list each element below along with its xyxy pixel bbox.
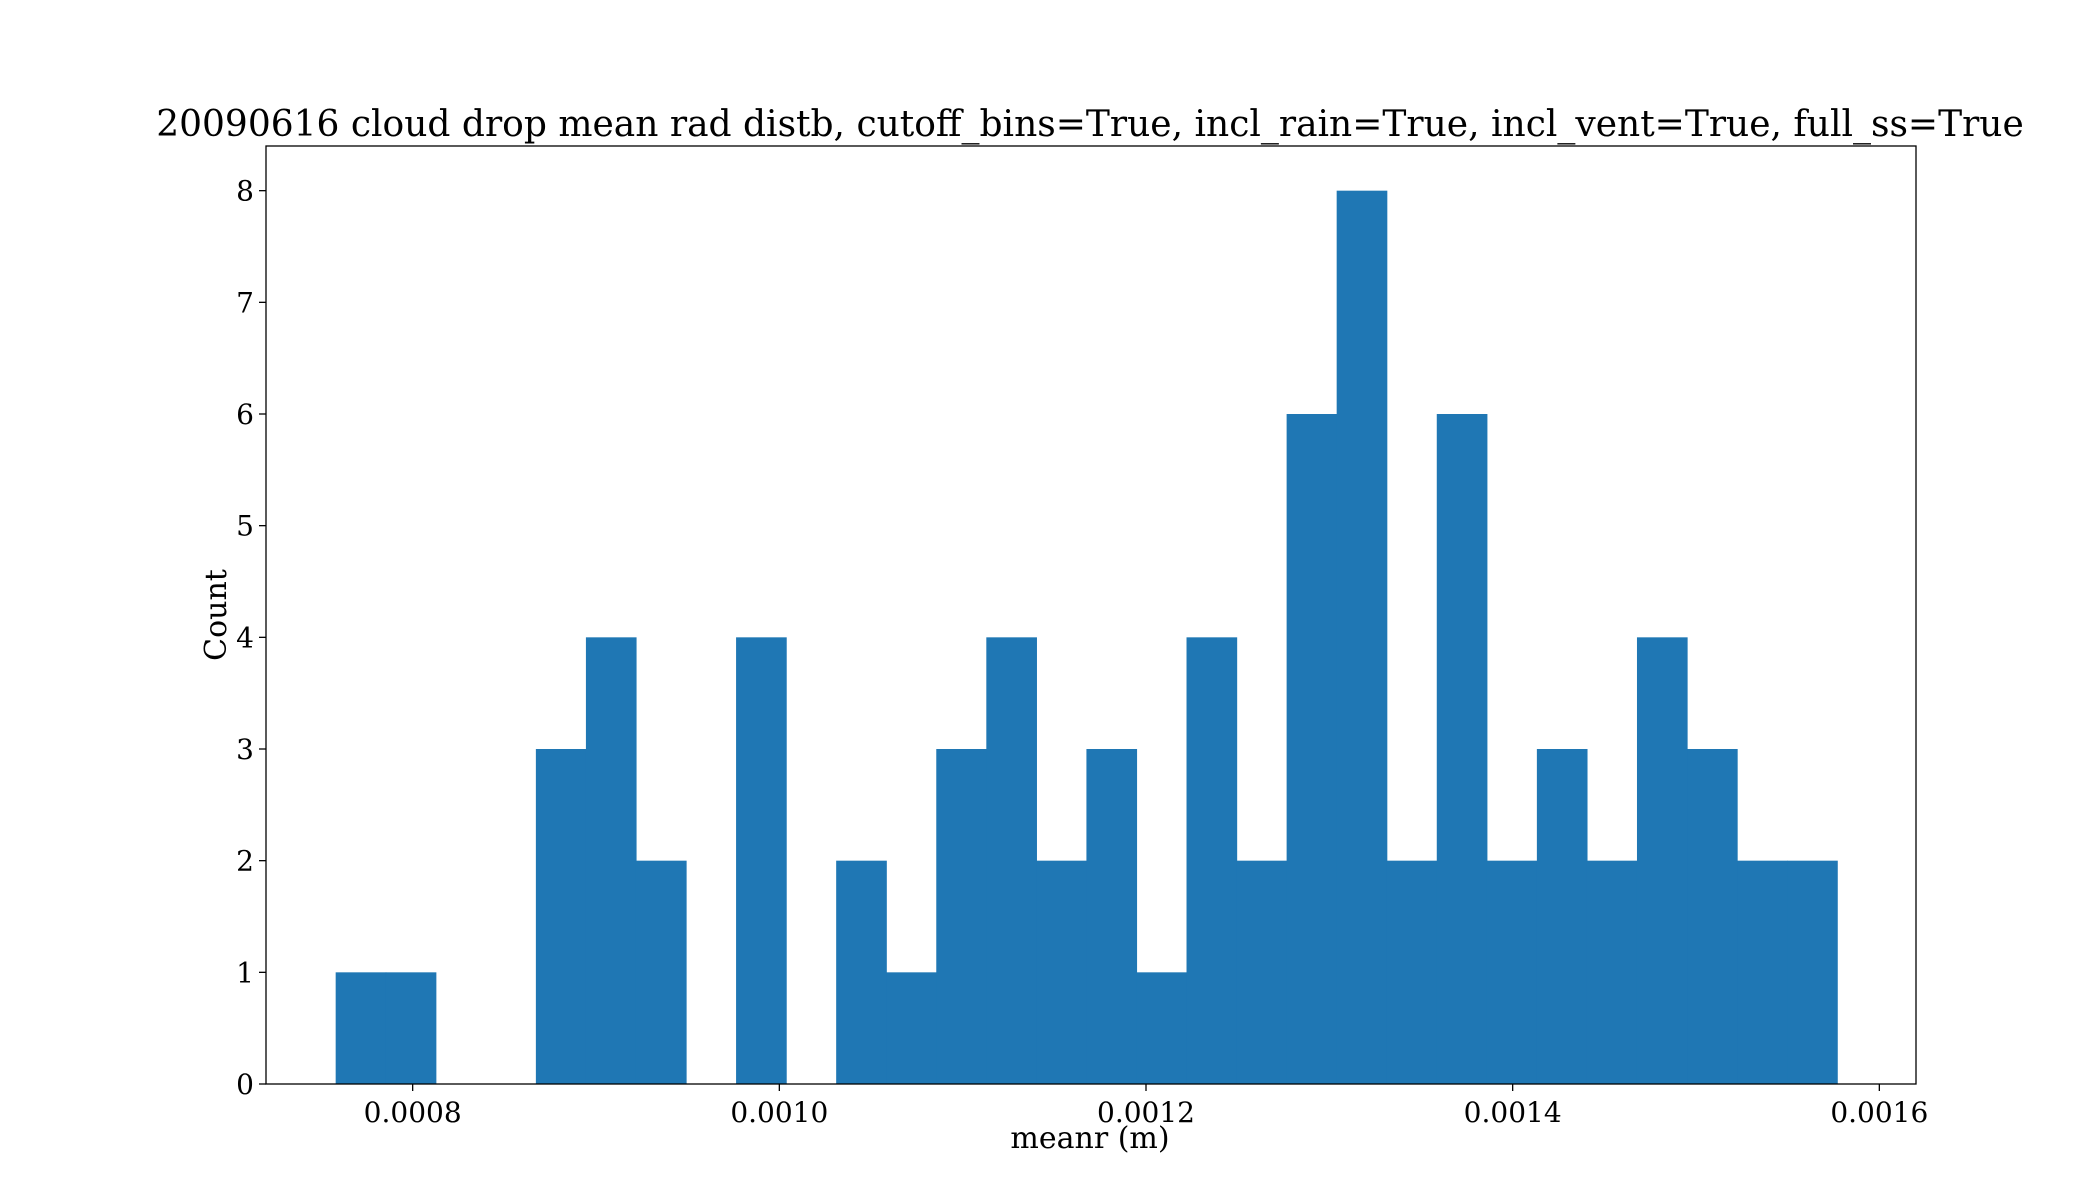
histogram-bar	[1386, 860, 1438, 1084]
bars-group	[335, 190, 1838, 1085]
histogram-bar	[1586, 860, 1638, 1084]
histogram-bar	[1236, 860, 1288, 1084]
histogram-bar	[1687, 749, 1738, 1084]
x-tick-label: 0.0012	[1097, 1096, 1195, 1129]
histogram-bar	[736, 637, 787, 1084]
y-tick-label: 5	[236, 510, 254, 543]
x-tick-label: 0.0016	[1830, 1096, 1928, 1129]
y-tick-label: 4	[236, 621, 254, 654]
y-tick-label: 7	[236, 286, 254, 319]
histogram-bar	[986, 637, 1037, 1084]
y-tick-label: 1	[236, 956, 254, 989]
x-axis-label: meanr (m)	[1010, 1121, 1169, 1156]
histogram-bar	[836, 860, 887, 1084]
x-tick-label: 0.0014	[1464, 1096, 1562, 1129]
plot-frame	[265, 145, 1917, 1085]
histogram-bar	[1787, 860, 1838, 1084]
histogram-bar	[936, 749, 987, 1084]
histogram-bar	[1486, 860, 1538, 1084]
histogram-bar	[1286, 414, 1338, 1084]
y-tick-label: 8	[236, 175, 254, 208]
x-tick-label: 0.0008	[364, 1096, 462, 1129]
histogram-bar	[585, 637, 637, 1084]
histogram-bar	[635, 860, 687, 1084]
histogram-bar	[886, 972, 937, 1084]
histogram-bar	[1436, 414, 1488, 1084]
chart-title: 20090616 cloud drop mean rad distb, cuto…	[156, 104, 2024, 145]
histogram-bar	[1086, 749, 1138, 1084]
histogram-bar	[535, 749, 587, 1084]
x-axis-ticks: 0.0008 0.0010 0.0012 0.0014 0.0016	[364, 1084, 1928, 1129]
y-tick-label: 6	[236, 398, 254, 431]
y-tick-label: 0	[236, 1068, 254, 1101]
histogram-bar	[1036, 860, 1088, 1084]
histogram-bar	[1186, 637, 1238, 1084]
x-tick-label: 0.0010	[730, 1096, 828, 1129]
y-axis-ticks: 0 1 2 3 4 5 6 7 8	[236, 175, 266, 1101]
y-tick-label: 2	[236, 845, 254, 878]
histogram-bar	[1636, 637, 1688, 1084]
histogram-bar	[335, 972, 387, 1084]
histogram-bar	[1336, 190, 1388, 1085]
histogram-bar	[1136, 972, 1188, 1084]
y-tick-label: 3	[236, 733, 254, 766]
histogram-bar	[1737, 860, 1788, 1084]
y-axis-label: Count	[199, 569, 234, 661]
histogram-bar	[385, 972, 437, 1084]
histogram-bar	[1536, 749, 1588, 1084]
